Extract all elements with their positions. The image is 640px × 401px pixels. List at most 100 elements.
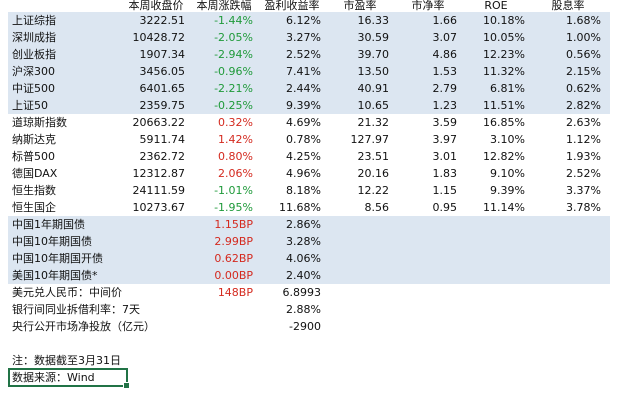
- value-cell: 11.32%: [483, 65, 525, 78]
- row-label: 中国10年期国开债: [12, 252, 103, 265]
- value-cell: 3456.05: [139, 65, 186, 78]
- value-cell: 11.14%: [483, 201, 525, 214]
- value-cell: 2359.75: [139, 99, 186, 112]
- value-cell: 0.78%: [286, 133, 321, 146]
- row-label: 银行间同业拆借利率：7天: [12, 303, 140, 316]
- shaded-band: [8, 216, 610, 284]
- value-cell: 1.93%: [566, 150, 601, 163]
- value-cell: 1.68%: [566, 14, 601, 27]
- value-cell: 16.33: [357, 14, 390, 27]
- value-cell: 12.23%: [483, 48, 525, 61]
- value-cell: 127.97: [350, 133, 390, 146]
- value-cell: 4.96%: [286, 167, 321, 180]
- value-cell: -1.44%: [214, 14, 253, 27]
- value-cell: 3.28%: [286, 235, 321, 248]
- value-cell: 2.79: [432, 82, 458, 95]
- value-cell: -2.21%: [214, 82, 253, 95]
- value-cell: 40.91: [357, 82, 390, 95]
- value-cell: 3222.51: [139, 14, 186, 27]
- value-cell: 11.51%: [483, 99, 525, 112]
- value-cell: 20.16: [357, 167, 390, 180]
- value-cell: 30.59: [357, 31, 390, 44]
- value-cell: 13.50: [357, 65, 390, 78]
- row-label: 上证综指: [12, 14, 56, 27]
- note: 数据来源：Wind: [12, 371, 95, 384]
- value-cell: 4.25%: [286, 150, 321, 163]
- row-label: 中国10年期国债: [12, 235, 92, 248]
- value-cell: 1.23: [432, 99, 458, 112]
- value-cell: 8.56: [364, 201, 390, 214]
- shaded-band: [8, 12, 610, 114]
- value-cell: 3.59: [432, 116, 458, 129]
- row-label: 央行公开市场净投放（亿元）: [12, 320, 155, 333]
- value-cell: 1.83: [432, 167, 458, 180]
- value-cell: 9.39%: [490, 184, 525, 197]
- value-cell: 1.15: [432, 184, 458, 197]
- value-cell: 3.01: [432, 150, 458, 163]
- value-cell: 3.27%: [286, 31, 321, 44]
- value-cell: 2.86%: [286, 218, 321, 231]
- value-cell: 7.41%: [286, 65, 321, 78]
- value-cell: 1.42%: [218, 133, 253, 146]
- column-header: 市净率: [411, 0, 445, 12]
- column-header: 股息率: [551, 0, 585, 12]
- value-cell: 12312.87: [132, 167, 186, 180]
- value-cell: 6.81%: [490, 82, 525, 95]
- value-cell: 2362.72: [139, 150, 186, 163]
- value-cell: 6401.65: [139, 82, 186, 95]
- value-cell: 10.05%: [483, 31, 525, 44]
- value-cell: 1.66: [432, 14, 458, 27]
- row-label: 标普500: [12, 150, 55, 163]
- value-cell: 2.15%: [566, 65, 601, 78]
- row-label: 深圳成指: [12, 31, 56, 44]
- value-cell: 20663.22: [132, 116, 186, 129]
- value-cell: -2.05%: [214, 31, 253, 44]
- value-cell: 0.62%: [566, 82, 601, 95]
- selected-cell: [8, 368, 130, 389]
- row-label: 道琼斯指数: [12, 116, 67, 129]
- value-cell: 1.15BP: [214, 218, 253, 231]
- row-label: 美国10年期国债*: [12, 269, 98, 282]
- value-cell: 6.8993: [282, 286, 322, 299]
- column-header: 本周收盘价: [128, 0, 184, 12]
- value-cell: 1.12%: [566, 133, 601, 146]
- value-cell: 0.32%: [218, 116, 253, 129]
- value-cell: 3.37%: [566, 184, 601, 197]
- value-cell: 0.95: [432, 201, 458, 214]
- column-header: ROE: [484, 0, 508, 12]
- value-cell: 148BP: [217, 286, 253, 299]
- value-cell: 9.10%: [490, 167, 525, 180]
- value-cell: 6.12%: [286, 14, 321, 27]
- value-cell: 10428.72: [132, 31, 186, 44]
- value-cell: 9.39%: [286, 99, 321, 112]
- row-label: 中国1年期国债: [12, 218, 85, 231]
- column-header: 盈利收益率: [264, 0, 320, 12]
- value-cell: 8.18%: [286, 184, 321, 197]
- value-cell: 2.06%: [218, 167, 253, 180]
- value-cell: 0.62BP: [214, 252, 253, 265]
- value-cell: 2.52%: [566, 167, 601, 180]
- value-cell: 21.32: [357, 116, 390, 129]
- value-cell: 24111.59: [132, 184, 186, 197]
- value-cell: 39.70: [357, 48, 390, 61]
- value-cell: 12.22: [357, 184, 390, 197]
- column-header: 市盈率: [343, 0, 377, 12]
- value-cell: 4.06%: [286, 252, 321, 265]
- value-cell: 16.85%: [483, 116, 525, 129]
- value-cell: 1.00%: [566, 31, 601, 44]
- row-label: 恒生国企: [12, 201, 56, 214]
- row-label: 上证50: [12, 99, 48, 112]
- value-cell: 0.00BP: [214, 269, 253, 282]
- value-cell: 5911.74: [139, 133, 186, 146]
- value-cell: 2.52%: [286, 48, 321, 61]
- row-label: 纳斯达克: [12, 133, 56, 146]
- value-cell: 2.63%: [566, 116, 601, 129]
- value-cell: 1907.34: [139, 48, 186, 61]
- value-cell: 2.44%: [286, 82, 321, 95]
- value-cell: 3.97: [432, 133, 458, 146]
- value-cell: 10.18%: [483, 14, 525, 27]
- value-cell: 10273.67: [132, 201, 186, 214]
- value-cell: 3.10%: [490, 133, 525, 146]
- row-label: 美元兑人民币：中间价: [12, 286, 122, 299]
